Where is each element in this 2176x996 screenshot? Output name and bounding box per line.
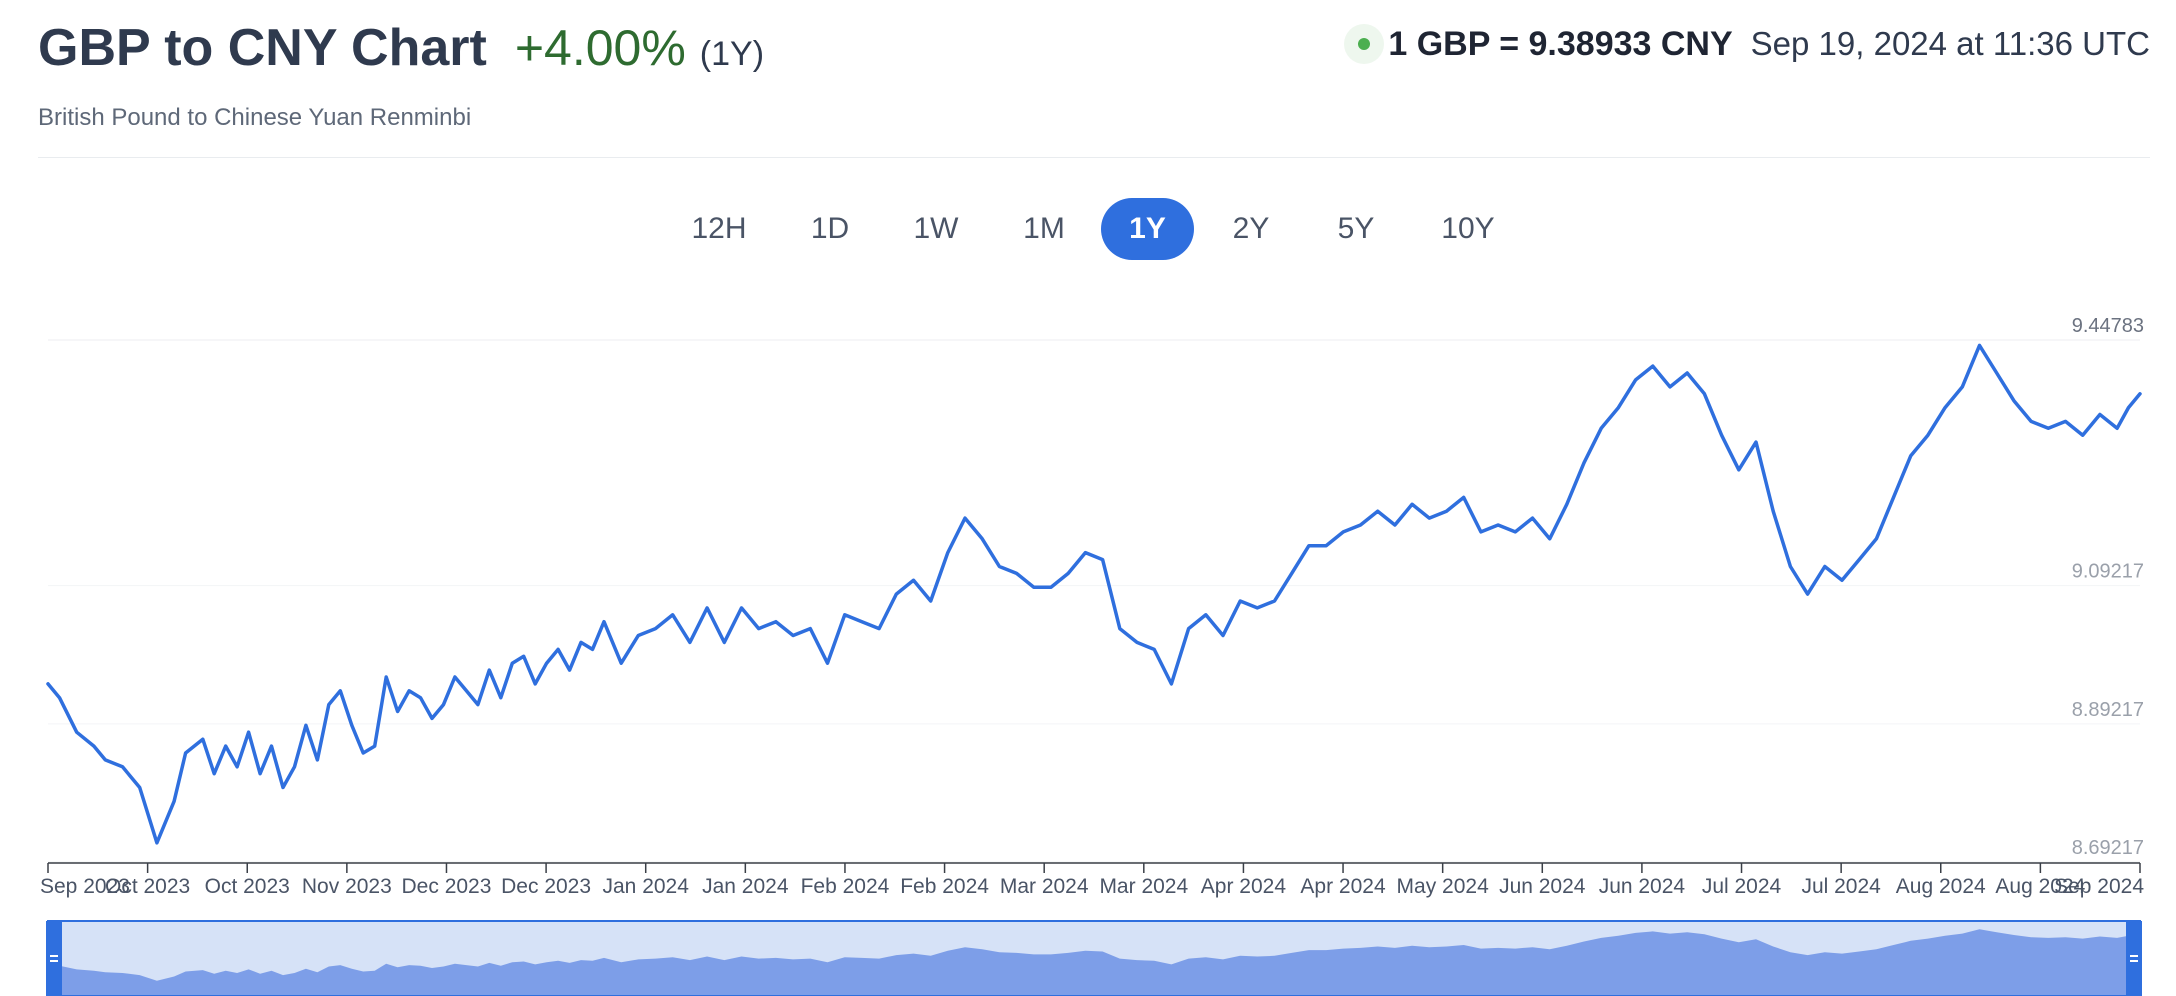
header: GBP to CNY Chart +4.00% (1Y) xyxy=(38,18,764,78)
navigator-area xyxy=(48,929,2140,996)
y-tick-label: 8.69217 xyxy=(2072,837,2144,859)
x-tick-label: Jun 2024 xyxy=(1499,875,1586,898)
x-tick-label: Aug 2024 xyxy=(1995,875,2085,898)
tab-12h[interactable]: 12H xyxy=(691,212,747,245)
x-tick-label: Oct 2023 xyxy=(105,875,190,898)
y-tick-label: 8.89217 xyxy=(2072,699,2144,721)
x-tick-label: Sep 2023 xyxy=(40,875,130,898)
x-tick-label: Jul 2024 xyxy=(1801,875,1881,898)
handle-bar xyxy=(46,921,62,996)
x-tick-label: May 2024 xyxy=(1397,875,1490,898)
x-tick-label: Oct 2023 xyxy=(205,875,290,898)
x-tick-label: Dec 2023 xyxy=(402,875,492,898)
navigator-right-handle[interactable] xyxy=(2126,921,2142,996)
navigator-left-handle[interactable] xyxy=(46,921,62,996)
tab-1m[interactable]: 1M xyxy=(1023,212,1065,245)
header-divider xyxy=(38,157,2150,158)
page-subtitle: British Pound to Chinese Yuan Renminbi xyxy=(38,104,472,131)
tab-1d[interactable]: 1D xyxy=(810,212,850,245)
x-tick-label: Mar 2024 xyxy=(1000,875,1089,898)
tab-2y[interactable]: 2Y xyxy=(1232,212,1270,245)
change-period: (1Y) xyxy=(699,35,765,73)
live-indicator-icon xyxy=(1344,24,1385,64)
tab-1w[interactable]: 1W xyxy=(913,212,959,245)
x-tick-label: Aug 2024 xyxy=(1896,875,1986,898)
x-tick-label: Nov 2023 xyxy=(302,875,392,898)
x-tick-label: Feb 2024 xyxy=(801,875,890,898)
live-rate: 1 GBP = 9.38933 CNY Sep 19, 2024 at 11:3… xyxy=(1344,24,2150,64)
x-tick-label: Jun 2024 xyxy=(1599,875,1686,898)
x-tick-label: Jan 2024 xyxy=(603,875,690,898)
handle-bar xyxy=(2126,921,2142,996)
title-row: GBP to CNY Chart +4.00% (1Y) xyxy=(38,18,764,78)
y-tick-label: 9.44783 xyxy=(2072,315,2144,337)
range-tabs: 12H 1D 1W 1M 1Y 2Y 5Y 10Y xyxy=(0,198,2176,260)
x-tick-label: Apr 2024 xyxy=(1201,875,1287,898)
change-percent: +4.00% xyxy=(514,20,686,76)
live-dot xyxy=(1358,38,1371,50)
current-rate: 1 GBP = 9.38933 CNY xyxy=(1388,24,1733,63)
x-tick-label: Sep 2024 xyxy=(2054,875,2144,898)
tab-5y[interactable]: 5Y xyxy=(1337,212,1375,245)
series-line xyxy=(46,343,2142,845)
x-tick-label: Jan 2024 xyxy=(702,875,789,898)
x-tick-label: Dec 2023 xyxy=(501,875,591,898)
x-tick-label: Mar 2024 xyxy=(1099,875,1188,898)
rate-timestamp: Sep 19, 2024 at 11:36 UTC xyxy=(1750,25,2150,62)
tab-1y[interactable]: 1Y xyxy=(1101,198,1194,260)
page-title: GBP to CNY Chart xyxy=(38,19,487,77)
x-tick-label: Jul 2024 xyxy=(1702,875,1782,898)
x-tick-label: Feb 2024 xyxy=(900,875,989,898)
y-tick-label: 9.09217 xyxy=(2072,561,2144,583)
x-tick-label: Apr 2024 xyxy=(1300,875,1386,898)
tab-10y[interactable]: 10Y xyxy=(1441,212,1495,245)
